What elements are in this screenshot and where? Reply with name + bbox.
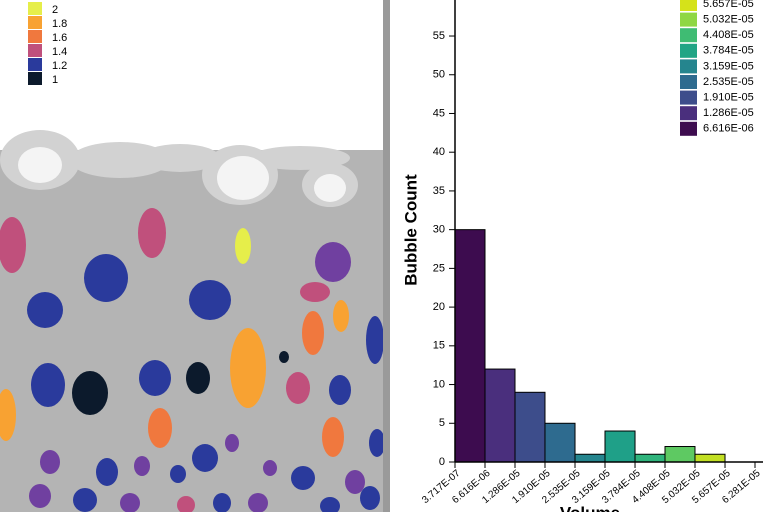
legend-label: 1.4 — [52, 46, 67, 58]
histogram: Bubble Count Volume 0 5 10 15 20 25 30 35 40 45 50… — [401, 0, 763, 512]
legend-swatch — [680, 121, 697, 136]
legend-swatch — [680, 28, 697, 43]
legend-label: 1.6 — [52, 32, 67, 44]
y-tick-label: 55 — [433, 30, 445, 42]
y-tick-label: 40 — [433, 146, 445, 158]
y-axis-title: Bubble Count — [401, 174, 420, 286]
legend-swatch — [680, 106, 697, 121]
legend-label: 1.8 — [52, 18, 67, 30]
bar — [574, 453, 606, 463]
legend-label: 5.032E-05 — [703, 14, 754, 26]
x-axis-title: Volume — [560, 503, 620, 512]
simulation-view: 2 1.8 1.6 1.4 1.2 1 — [0, 0, 385, 512]
legend-swatch — [680, 43, 697, 58]
legend-label: 6.616E-06 — [703, 123, 754, 135]
y-tick-label: 0 — [439, 456, 445, 468]
foam-cores — [18, 147, 346, 202]
legend-swatch — [680, 12, 697, 27]
legend-label: 3.159E-05 — [703, 60, 754, 72]
legend-swatch — [680, 75, 697, 89]
bubbles — [0, 208, 385, 512]
legend-swatch — [680, 0, 697, 11]
bar — [454, 229, 486, 463]
bar — [694, 453, 726, 463]
legend-swatch — [28, 30, 42, 43]
legend-label: 4.408E-05 — [703, 29, 754, 41]
legend-label: 2 — [52, 4, 58, 16]
legend-label: 5.657E-05 — [703, 0, 754, 10]
legend-swatch — [680, 59, 697, 74]
bar — [604, 430, 636, 463]
legend-label: 1.2 — [52, 60, 67, 72]
divider — [383, 0, 390, 512]
legend-swatch — [28, 72, 42, 85]
y-tick-label: 20 — [433, 301, 445, 313]
y-tick-label: 50 — [433, 69, 445, 81]
bar — [634, 453, 666, 463]
legend-label: 2.535E-05 — [703, 76, 754, 88]
y-tick-label: 10 — [433, 378, 445, 390]
legend-swatch — [28, 2, 42, 15]
bar — [544, 422, 576, 463]
bar — [664, 446, 696, 463]
legend-swatch — [28, 44, 42, 57]
bar — [514, 391, 546, 463]
y-tick-label: 5 — [439, 417, 445, 429]
legend-swatch — [28, 58, 42, 71]
legend-label: 1.286E-05 — [703, 107, 754, 119]
legend-label: 3.784E-05 — [703, 45, 754, 57]
y-tick-label: 15 — [433, 340, 445, 352]
legend-label: 1 — [52, 74, 58, 86]
legend-swatch — [680, 90, 697, 105]
bar — [484, 368, 516, 463]
legend-label: 1.910E-05 — [703, 92, 754, 104]
color-legend: 2 1.8 1.6 1.4 1.2 1 — [28, 2, 67, 86]
y-tick-label: 30 — [433, 224, 445, 236]
legend-swatch — [28, 16, 42, 29]
y-tick-label: 45 — [433, 107, 445, 119]
y-tick-label: 25 — [433, 262, 445, 274]
y-tick-label: 35 — [433, 185, 445, 197]
